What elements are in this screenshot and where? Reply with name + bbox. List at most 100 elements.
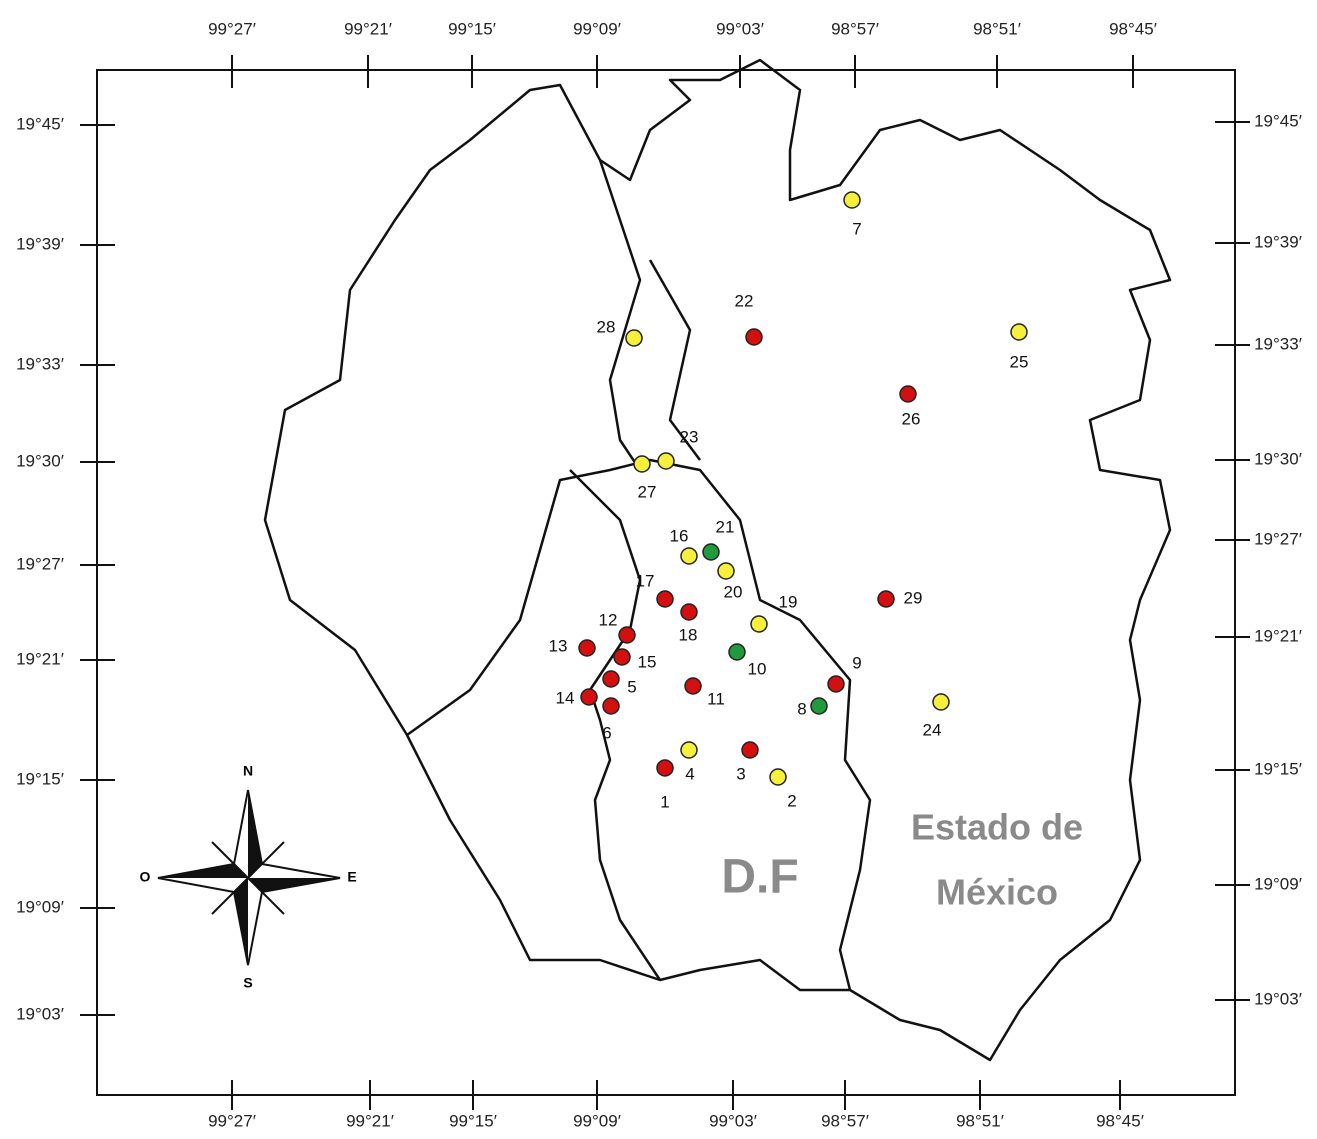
station-label: 3	[736, 764, 745, 783]
station-label: 8	[797, 699, 806, 718]
bottom-tick-label: 99°21′	[346, 1111, 394, 1130]
station-label: 10	[748, 659, 767, 678]
top-tick-label: 98°57′	[831, 19, 879, 38]
top-tick-label: 99°15′	[448, 19, 496, 38]
right-tick-label: 19°33′	[1254, 334, 1302, 353]
bottom-tick-label: 99°03′	[709, 1111, 757, 1130]
station-label: 28	[597, 317, 616, 336]
station-label: 17	[636, 571, 655, 590]
top-tick-label: 99°21′	[344, 19, 392, 38]
top-tick-label: 99°27′	[208, 19, 256, 38]
station-marker	[578, 639, 596, 657]
station-marker	[618, 626, 636, 644]
station-marker	[810, 697, 828, 715]
outer-boundary	[263, 58, 1172, 1062]
station-marker	[613, 648, 631, 666]
station-marker	[602, 670, 620, 688]
top-tick-label: 98°45′	[1109, 19, 1157, 38]
station-marker	[702, 543, 720, 561]
station-marker	[745, 328, 763, 346]
top-tick-label: 99°03′	[716, 19, 764, 38]
station-label: 24	[923, 720, 942, 739]
station-label: 21	[716, 517, 735, 536]
right-tick-label: 19°30′	[1254, 449, 1302, 468]
right-tick-label: 19°21′	[1254, 626, 1302, 645]
station-label: 6	[602, 723, 611, 742]
station-marker	[680, 741, 698, 759]
station-marker	[728, 643, 746, 661]
left-tick-label: 19°03′	[16, 1004, 64, 1023]
compass-label: E	[347, 869, 356, 885]
left-tick-label: 19°09′	[16, 897, 64, 916]
bottom-tick-label: 99°27′	[208, 1111, 256, 1130]
station-label: 9	[852, 653, 861, 672]
station-label: 7	[852, 219, 861, 238]
internal-boundary	[648, 259, 701, 461]
station-marker	[769, 768, 787, 786]
internal-boundary	[598, 159, 642, 471]
station-marker	[656, 759, 674, 777]
right-tick-label: 19°39′	[1254, 232, 1302, 251]
station-label: 26	[902, 409, 921, 428]
right-tick-label: 19°15′	[1254, 759, 1302, 778]
station-marker	[843, 191, 861, 209]
station-label: 14	[556, 688, 575, 707]
station-marker	[932, 693, 950, 711]
station-marker	[680, 547, 698, 565]
station-label: 18	[679, 625, 698, 644]
right-tick-label: 19°27′	[1254, 529, 1302, 548]
left-tick-label: 19°15′	[16, 769, 64, 788]
station-label: 29	[904, 588, 923, 607]
station-label: 25	[1010, 352, 1029, 371]
station-label: 4	[685, 764, 694, 783]
station-label: 23	[680, 427, 699, 446]
station-marker	[750, 615, 768, 633]
right-tick-label: 19°45′	[1254, 111, 1302, 130]
compass-label: N	[243, 763, 253, 779]
station-label: 27	[638, 482, 657, 501]
left-tick-label: 19°21′	[16, 649, 64, 668]
station-marker	[741, 741, 759, 759]
station-marker	[656, 590, 674, 608]
station-marker	[580, 688, 598, 706]
compass-label: O	[140, 869, 151, 885]
station-label: 15	[638, 652, 657, 671]
station-label: 20	[724, 582, 743, 601]
compass-label: S	[243, 975, 252, 991]
bottom-tick-label: 98°51′	[956, 1111, 1004, 1130]
map-frame	[96, 69, 1236, 1096]
station-label: 22	[735, 291, 754, 310]
station-marker	[877, 590, 895, 608]
right-tick-label: 19°03′	[1254, 989, 1302, 1008]
region-label: Estado de	[911, 807, 1083, 848]
bottom-tick-label: 98°57′	[821, 1111, 869, 1130]
station-marker	[625, 329, 643, 347]
station-label: 11	[707, 689, 725, 708]
station-marker	[827, 675, 845, 693]
station-marker	[684, 677, 702, 695]
station-marker	[680, 603, 698, 621]
station-label: 12	[599, 610, 618, 629]
station-marker	[1010, 323, 1028, 341]
left-tick-label: 19°30′	[16, 451, 64, 470]
left-tick-label: 19°39′	[16, 234, 64, 253]
bottom-tick-label: 98°45′	[1096, 1111, 1144, 1130]
left-tick-label: 19°33′	[16, 354, 64, 373]
station-label: 5	[627, 677, 636, 696]
compass: N S O E	[140, 763, 357, 991]
bottom-tick-label: 99°09′	[573, 1111, 621, 1130]
station-label: 13	[549, 636, 568, 655]
station-label: 2	[787, 791, 796, 810]
internal-boundary	[569, 469, 662, 981]
station-label: 16	[670, 526, 689, 545]
region-label: D.F	[721, 851, 798, 904]
top-tick-label: 98°51′	[973, 19, 1021, 38]
station-marker	[657, 452, 675, 470]
station-marker	[717, 562, 735, 580]
left-tick-label: 19°45′	[16, 114, 64, 133]
station-marker	[899, 385, 917, 403]
df-boundary	[406, 458, 872, 991]
bottom-tick-label: 99°15′	[449, 1111, 497, 1130]
